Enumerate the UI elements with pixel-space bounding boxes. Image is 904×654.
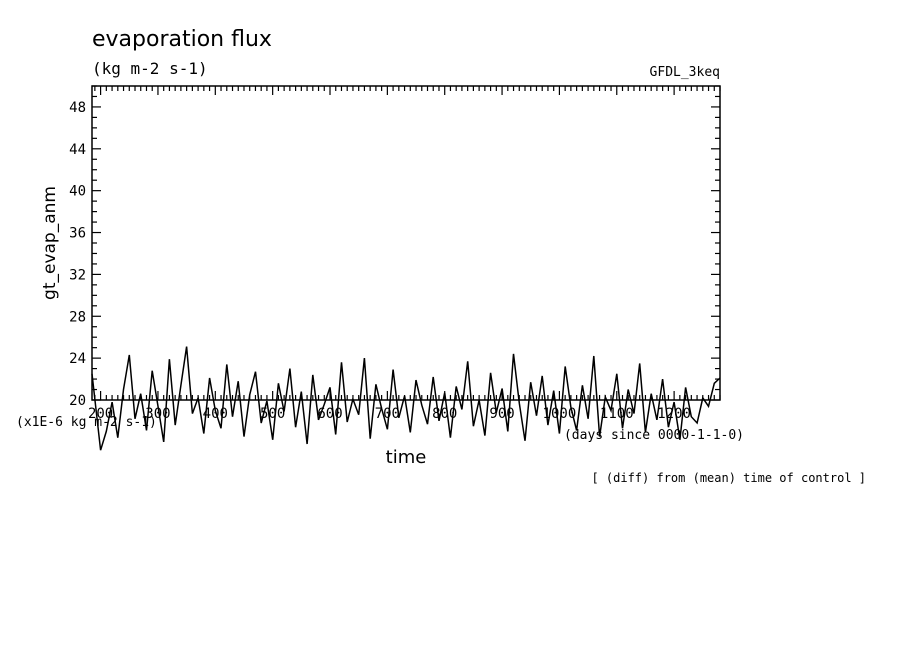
y-tick-label: 48 — [69, 100, 86, 116]
x-tick-label: 500 — [260, 406, 285, 422]
x-tick-label: 900 — [489, 406, 514, 422]
y-tick-label: 28 — [69, 309, 86, 325]
series-line — [91, 346, 721, 451]
y-axis: 20 24 28 32 36 40 44 48 — [69, 85, 720, 409]
x-axis-label: time — [386, 447, 427, 468]
x-unit-label: (days since 0000-1-1-0) — [564, 428, 744, 443]
y-tick-label: 36 — [69, 226, 86, 242]
x-axis: 200 300 400 500 600 700 800 900 1000 1100 1200 — [88, 86, 721, 422]
y-axis-label: gt_evap_anm — [40, 186, 60, 300]
x-tick-label: 700 — [375, 406, 400, 422]
x-tick-label: 300 — [145, 406, 170, 422]
x-tick-label: 1200 — [657, 406, 691, 422]
y-tick-label: 20 — [69, 393, 86, 409]
footnote: [ (diff) from (mean) time of control ] — [591, 471, 866, 485]
units-label: (kg m-2 s-1) — [92, 59, 208, 78]
y-tick-label: 32 — [69, 267, 86, 283]
y-tick-label: 40 — [69, 184, 86, 200]
model-label: GFDL_3keq — [650, 65, 720, 80]
y-tick-label: 24 — [69, 351, 86, 367]
chart-title: evaporation flux — [92, 27, 272, 52]
y-scale-label: (x1E-6 kg m-2 s-1) — [16, 415, 157, 430]
x-tick-label: 1100 — [600, 406, 634, 422]
y-tick-label: 44 — [69, 142, 86, 158]
x-tick-label: 200 — [88, 406, 113, 422]
